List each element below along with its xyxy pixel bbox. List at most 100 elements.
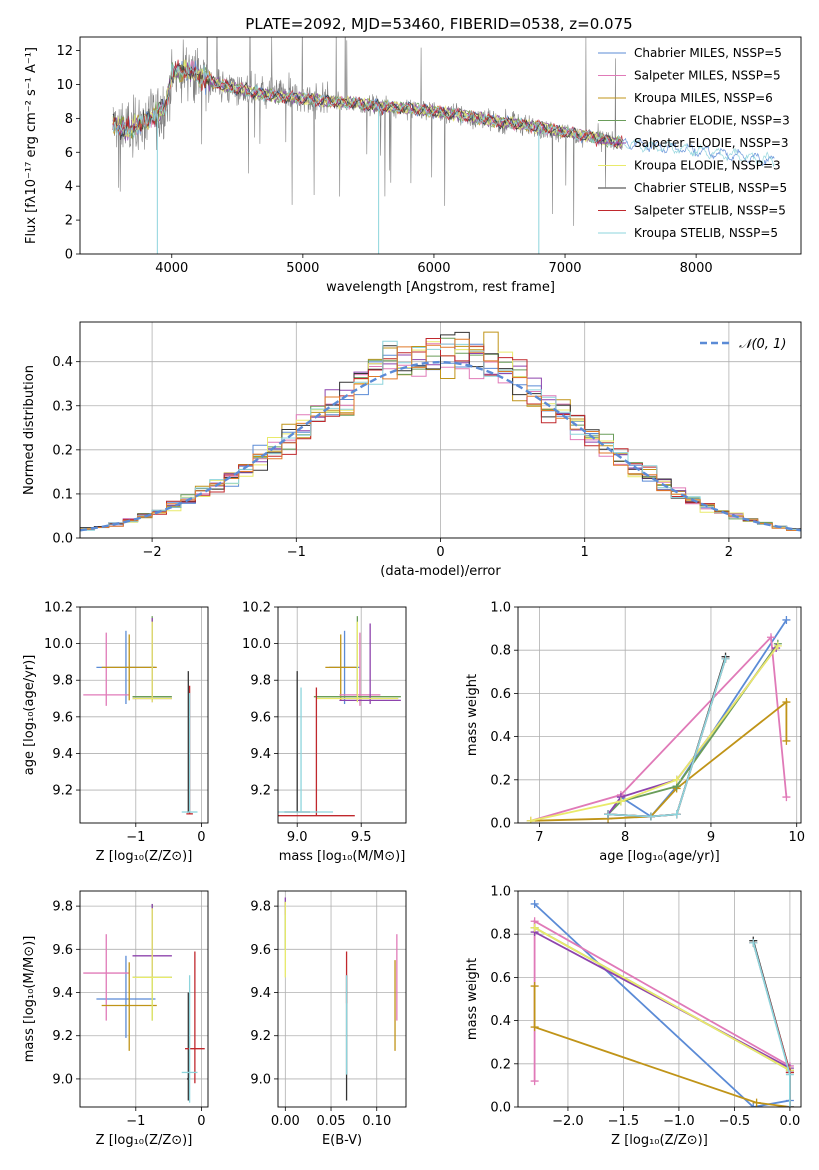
x-tick-label: −1 bbox=[287, 545, 306, 560]
series-line bbox=[530, 700, 788, 822]
x-axis-label: mass [log₁₀(M/M⊙)] bbox=[279, 849, 406, 864]
y-axis-label: mass weight bbox=[465, 958, 480, 1040]
model-spectrum-chabrier_miles bbox=[112, 60, 775, 167]
y-tick-label: 12 bbox=[56, 44, 73, 59]
x-tick-label: 0.00 bbox=[271, 1114, 300, 1129]
x-tick-label: 9.5 bbox=[351, 830, 372, 845]
y-tick-label: 0.8 bbox=[490, 644, 511, 659]
panel-age_vs_mass: 9.0 9.5 9.2 9.4 9.6 9.8 10.0 10.2 mass [log₁₀(M/… bbox=[242, 601, 407, 864]
y-tick-label: 9.2 bbox=[52, 1029, 73, 1044]
y-tick-label: 0.4 bbox=[52, 355, 73, 370]
series-line bbox=[530, 645, 779, 822]
x-tick-label: 7 bbox=[535, 830, 543, 845]
x-axis-label: Z [log₁₀(Z/Z⊙)] bbox=[96, 1133, 193, 1148]
plus-marker bbox=[530, 1023, 539, 1032]
x-axis-label: (data-model)/error bbox=[380, 564, 501, 579]
point-kroupa_elodie bbox=[132, 621, 172, 703]
plus-marker bbox=[782, 793, 791, 802]
legend-label: Salpeter MILES, NSSP=5 bbox=[634, 69, 781, 83]
plus-marker bbox=[766, 633, 775, 642]
y-tick-label: 0.6 bbox=[490, 687, 511, 702]
plus-marker bbox=[530, 1077, 539, 1086]
series-kroupa_elodie bbox=[526, 641, 782, 823]
plus-marker bbox=[646, 812, 655, 821]
y-tick-label: 9.4 bbox=[250, 986, 271, 1001]
y-axis-label: age [log₁₀(age/yr)] bbox=[22, 655, 37, 776]
plot-area bbox=[80, 607, 208, 823]
x-tick-label: −2 bbox=[143, 545, 162, 560]
plus-marker bbox=[752, 1098, 761, 1107]
histogram-orange bbox=[80, 338, 801, 531]
series-line bbox=[607, 643, 779, 816]
plus-marker bbox=[782, 615, 791, 624]
x-tick-label: 0.05 bbox=[317, 1114, 346, 1129]
x-tick-label: −1 bbox=[126, 830, 145, 845]
y-tick-label: 0.2 bbox=[490, 1057, 511, 1072]
y-tick-label: 0.4 bbox=[490, 730, 511, 745]
y-tick-label: 9.8 bbox=[250, 900, 271, 915]
y-tick-label: 9.8 bbox=[52, 900, 73, 915]
y-tick-label: 0.0 bbox=[52, 532, 73, 547]
y-tick-label: 10.2 bbox=[242, 601, 271, 616]
y-tick-label: 0.4 bbox=[490, 1014, 511, 1029]
point-salpeter_elodie bbox=[339, 623, 401, 705]
y-tick-label: 0.3 bbox=[52, 399, 73, 414]
plus-marker bbox=[773, 641, 782, 650]
y-tick-label: 0.1 bbox=[52, 487, 73, 502]
x-tick-label: 9 bbox=[707, 830, 715, 845]
y-tick-label: 0.2 bbox=[490, 773, 511, 788]
legend-label: 𝒩(0, 1) bbox=[739, 337, 786, 352]
series-line bbox=[530, 635, 788, 822]
panel-spectrum: 4000 5000 6000 7000 8000 0 2 4 6 8 10 12 wavelength … bbox=[24, 36, 802, 295]
axes-frame bbox=[277, 890, 407, 1108]
y-tick-label: 9.8 bbox=[52, 674, 73, 689]
series-kroupa_stelib bbox=[604, 654, 730, 821]
x-tick-label: 8000 bbox=[680, 261, 713, 276]
x-tick-label: 6000 bbox=[417, 261, 450, 276]
panel-residuals: −2 −1 0 1 2 0.0 0.1 0.2 0.3 0.4 (data-model)/error… bbox=[22, 321, 802, 579]
point-salpeter_miles bbox=[83, 934, 130, 1021]
model-spectrum-chabrier_elodie bbox=[112, 62, 623, 148]
point-kroupa_stelib bbox=[278, 687, 334, 813]
plus-marker bbox=[530, 899, 539, 908]
x-tick-label: 0 bbox=[436, 545, 444, 560]
y-tick-label: 9.4 bbox=[52, 747, 73, 762]
y-tick-label: 9.0 bbox=[52, 1072, 73, 1087]
y-tick-label: 9.2 bbox=[250, 1029, 271, 1044]
residuals-legend: 𝒩(0, 1) bbox=[700, 337, 786, 352]
x-tick-label: −2.0 bbox=[552, 1114, 584, 1129]
y-tick-label: 2 bbox=[65, 214, 73, 229]
y-tick-label: 0.8 bbox=[490, 928, 511, 943]
point-salpeter_miles bbox=[83, 632, 130, 706]
x-axis-label: Z [log₁₀(Z/Z⊙)] bbox=[96, 849, 193, 864]
plus-marker bbox=[785, 1070, 794, 1079]
y-tick-label: 9.6 bbox=[52, 710, 73, 725]
plot-area bbox=[80, 891, 208, 1107]
y-tick-label: 9.4 bbox=[52, 986, 73, 1001]
point-kroupa_miles bbox=[325, 634, 357, 701]
x-tick-label: 2 bbox=[725, 545, 733, 560]
x-axis-label: E(B-V) bbox=[322, 1133, 362, 1148]
plus-marker bbox=[604, 810, 613, 819]
panel-mass_vs_Z: −1 0 9.0 9.2 9.4 9.6 9.8 Z [log₁₀(Z/Z⊙)] mass [l… bbox=[22, 890, 209, 1148]
y-tick-label: 1.0 bbox=[490, 885, 511, 900]
point-salpeter_stelib bbox=[185, 951, 205, 1084]
plus-marker bbox=[672, 775, 681, 784]
y-tick-label: 10.0 bbox=[44, 637, 73, 652]
y-tick-label: 8 bbox=[65, 112, 73, 127]
point-salpeter_stelib bbox=[278, 687, 355, 817]
x-tick-label: −1.0 bbox=[663, 1114, 695, 1129]
legend-label: Kroupa STELIB, NSSP=5 bbox=[634, 226, 778, 240]
plus-marker bbox=[530, 982, 539, 991]
x-tick-label: 0.10 bbox=[362, 1114, 391, 1129]
legend-label: Kroupa ELODIE, NSSP=3 bbox=[634, 159, 781, 173]
spectrum-legend: Chabrier MILES, NSSP=5 Salpeter MILES, NS… bbox=[598, 46, 790, 240]
series-line bbox=[607, 658, 727, 818]
histogram-kroupa_miles bbox=[80, 331, 801, 531]
plus-marker bbox=[782, 736, 791, 745]
x-tick-label: 0.0 bbox=[780, 1114, 801, 1129]
point-kroupa_stelib bbox=[181, 693, 198, 813]
point-kroupa_miles bbox=[101, 634, 157, 701]
legend-label: Salpeter STELIB, NSSP=5 bbox=[634, 204, 786, 218]
plus-marker bbox=[749, 938, 758, 947]
